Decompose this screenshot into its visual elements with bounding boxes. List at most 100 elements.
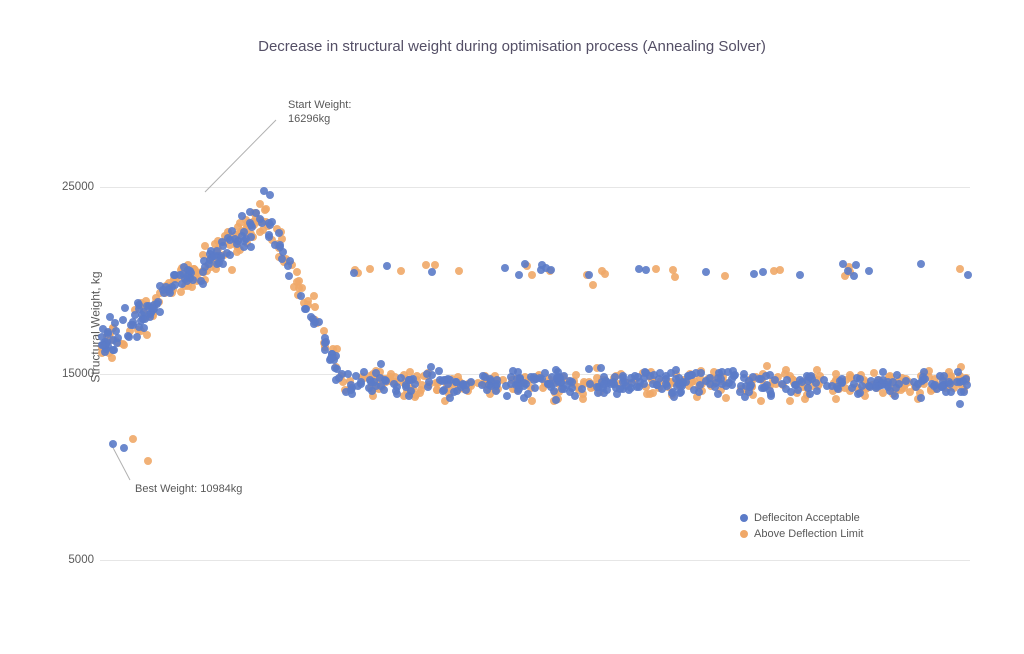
data-point bbox=[652, 265, 660, 273]
data-point bbox=[852, 261, 860, 269]
data-point bbox=[566, 388, 574, 396]
data-point bbox=[750, 270, 758, 278]
data-point bbox=[439, 387, 447, 395]
data-point bbox=[945, 378, 953, 386]
data-point bbox=[467, 378, 475, 386]
data-point bbox=[286, 257, 294, 265]
data-point bbox=[266, 221, 274, 229]
data-point bbox=[380, 386, 388, 394]
data-point bbox=[310, 292, 318, 300]
data-point bbox=[714, 390, 722, 398]
data-point bbox=[501, 264, 509, 272]
data-point bbox=[405, 392, 413, 400]
data-point bbox=[309, 315, 317, 323]
data-point bbox=[357, 378, 365, 386]
data-point bbox=[763, 362, 771, 370]
data-point bbox=[402, 383, 410, 391]
data-point bbox=[690, 386, 698, 394]
data-point bbox=[347, 386, 355, 394]
data-point bbox=[295, 277, 303, 285]
data-point bbox=[366, 265, 374, 273]
data-point bbox=[589, 281, 597, 289]
data-point bbox=[910, 378, 918, 386]
data-point bbox=[247, 221, 255, 229]
data-point bbox=[676, 389, 684, 397]
data-point bbox=[954, 368, 962, 376]
data-point bbox=[156, 308, 164, 316]
data-point bbox=[957, 388, 965, 396]
data-point bbox=[297, 292, 305, 300]
data-point bbox=[197, 277, 205, 285]
data-point bbox=[435, 367, 443, 375]
data-point bbox=[127, 321, 135, 329]
data-point bbox=[331, 364, 339, 372]
data-point bbox=[101, 348, 109, 356]
data-point bbox=[383, 262, 391, 270]
data-point bbox=[553, 374, 561, 382]
legend: Defleciton AcceptableAbove Deflection Li… bbox=[740, 512, 863, 544]
data-point bbox=[110, 346, 118, 354]
data-point bbox=[669, 266, 677, 274]
gridline bbox=[100, 560, 970, 561]
data-point bbox=[113, 339, 121, 347]
data-point bbox=[730, 372, 738, 380]
data-point bbox=[776, 266, 784, 274]
legend-item: Defleciton Acceptable bbox=[740, 512, 863, 524]
data-point bbox=[656, 369, 664, 377]
data-point bbox=[328, 354, 336, 362]
chart-title: Decrease in structural weight during opt… bbox=[0, 38, 1024, 55]
data-point bbox=[547, 266, 555, 274]
data-point bbox=[247, 243, 255, 251]
data-point bbox=[706, 374, 714, 382]
data-point bbox=[226, 236, 234, 244]
data-point bbox=[171, 281, 179, 289]
data-point bbox=[278, 255, 286, 263]
data-point bbox=[148, 304, 156, 312]
data-point bbox=[600, 380, 608, 388]
data-point bbox=[213, 260, 221, 268]
data-point bbox=[865, 267, 873, 275]
data-point bbox=[528, 397, 536, 405]
data-point bbox=[452, 378, 460, 386]
data-point bbox=[616, 385, 624, 393]
data-point bbox=[579, 395, 587, 403]
data-point bbox=[879, 368, 887, 376]
data-point bbox=[246, 208, 254, 216]
data-point bbox=[181, 275, 189, 283]
data-point bbox=[522, 380, 530, 388]
data-point bbox=[422, 261, 430, 269]
data-point bbox=[762, 372, 770, 380]
data-point bbox=[585, 365, 593, 373]
data-point bbox=[520, 394, 528, 402]
data-point bbox=[397, 267, 405, 275]
data-point bbox=[424, 383, 432, 391]
data-point bbox=[360, 368, 368, 376]
data-point bbox=[262, 205, 270, 213]
data-point bbox=[865, 382, 873, 390]
data-point bbox=[653, 381, 661, 389]
data-point bbox=[240, 237, 248, 245]
data-point bbox=[856, 375, 864, 383]
data-point bbox=[377, 360, 385, 368]
data-point bbox=[321, 334, 329, 342]
plot-area bbox=[100, 150, 970, 560]
data-point bbox=[205, 260, 213, 268]
data-point bbox=[806, 390, 814, 398]
data-point bbox=[641, 368, 649, 376]
data-point bbox=[293, 268, 301, 276]
data-point bbox=[199, 268, 207, 276]
chart-container: Decrease in structural weight during opt… bbox=[0, 0, 1024, 654]
data-point bbox=[717, 375, 725, 383]
data-point bbox=[697, 369, 705, 377]
data-point bbox=[832, 395, 840, 403]
data-point bbox=[671, 273, 679, 281]
data-point bbox=[854, 390, 862, 398]
data-point bbox=[144, 457, 152, 465]
data-point bbox=[266, 191, 274, 199]
data-point bbox=[109, 440, 117, 448]
data-point bbox=[521, 260, 529, 268]
data-point bbox=[492, 387, 500, 395]
data-point bbox=[953, 378, 961, 386]
data-point bbox=[642, 266, 650, 274]
data-point bbox=[828, 382, 836, 390]
